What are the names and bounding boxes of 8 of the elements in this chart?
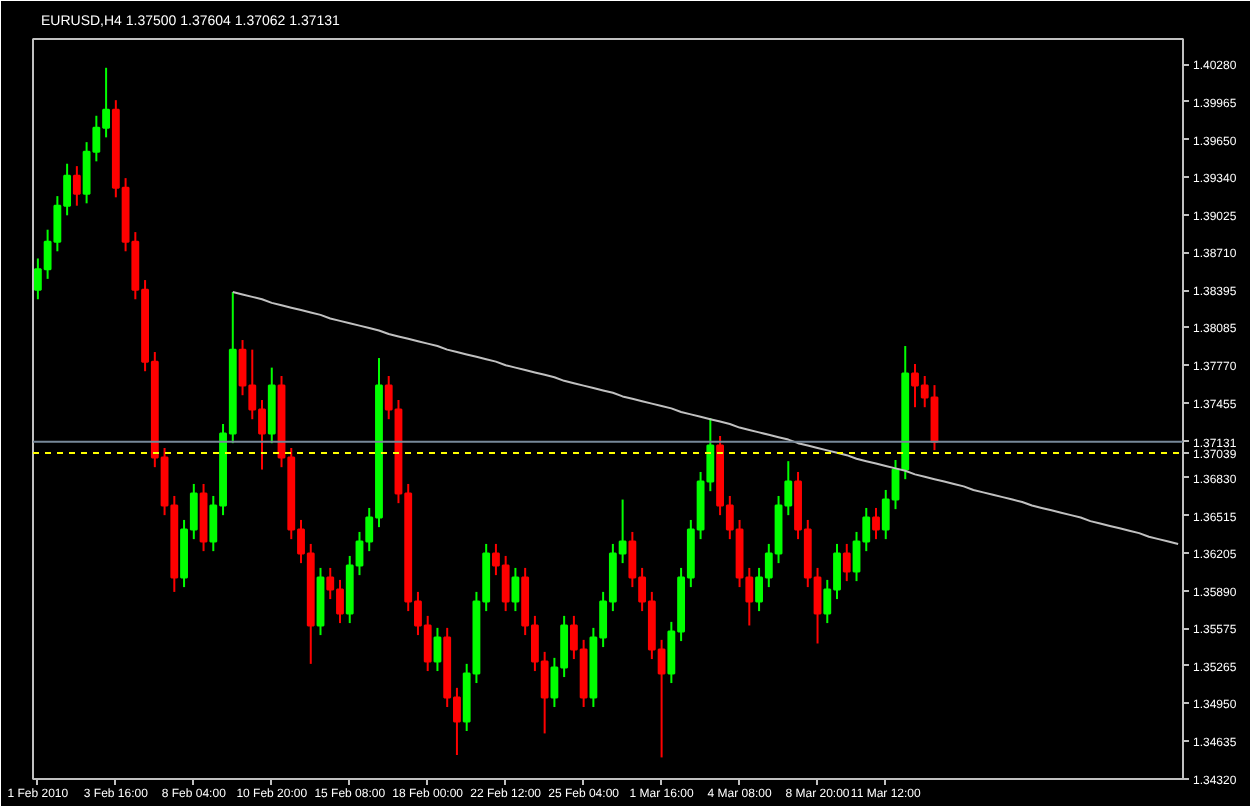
candlestick [267,366,276,445]
candlestick [433,626,442,673]
candlestick [72,165,81,207]
candlestick [842,542,851,583]
candlestick [872,506,880,541]
candlestick [199,482,208,553]
candlestick [511,566,520,613]
line-series [231,291,1180,545]
